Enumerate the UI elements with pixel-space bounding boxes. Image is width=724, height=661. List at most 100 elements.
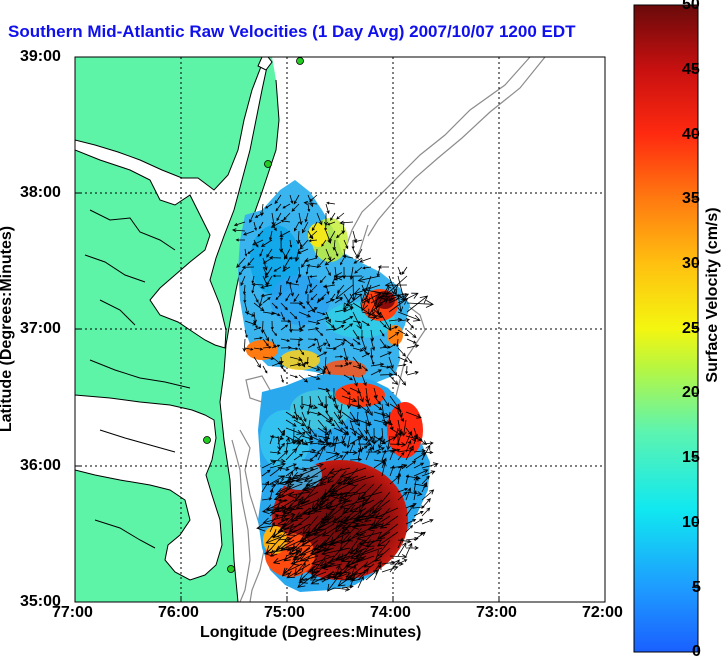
velocity-arrow (388, 293, 410, 304)
velocity-arrow (294, 248, 300, 263)
y-tick-label: 37:00 (20, 320, 61, 337)
velocity-arrow (353, 284, 381, 296)
velocity-arrow (389, 465, 395, 477)
velocity-arrow (373, 447, 385, 453)
velocity-arrow (285, 549, 302, 557)
velocity-arrow (354, 266, 363, 274)
velocity-arrow (277, 450, 289, 461)
velocity-arrow (352, 311, 362, 330)
velocity-arrow (309, 411, 322, 416)
velocity-arrow (264, 203, 273, 209)
velocity-arrow (333, 586, 351, 592)
velocity-arrow (309, 284, 318, 294)
velocity-arrow (287, 281, 300, 286)
velocity-arrow (251, 282, 264, 287)
velocity-arrow (421, 450, 434, 455)
x-tick-label: 74:00 (370, 604, 411, 621)
velocity-arrow (378, 435, 383, 449)
velocity-arrow (334, 320, 347, 324)
velocity-arrow (343, 338, 355, 347)
velocity-arrow (269, 507, 281, 517)
velocity-arrow (293, 411, 303, 421)
velocity-arrow (389, 559, 400, 573)
velocity-arrow (272, 274, 282, 278)
colorbar-tick-label: 10 (682, 514, 700, 531)
velocity-arrow (349, 457, 363, 462)
velocity-arrow (333, 272, 363, 281)
velocity-arrow (299, 396, 305, 410)
velocity-arrow (397, 487, 409, 493)
velocity-arrow (306, 293, 310, 305)
velocity-arrow (301, 483, 327, 492)
velocity-arrow (277, 518, 290, 525)
velocity-arrow (405, 519, 417, 525)
velocity-arrow (269, 255, 282, 260)
velocity-arrow (413, 518, 424, 525)
velocity-arrow (260, 239, 273, 247)
velocity-arrow (401, 419, 407, 437)
velocity-arrow (259, 248, 264, 257)
velocity-arrow (262, 515, 287, 525)
velocity-arrow (269, 458, 286, 464)
velocity-arrow (405, 439, 412, 453)
velocity-arrow (262, 257, 268, 271)
velocity-arrow (335, 547, 359, 561)
velocity-arrow (235, 238, 246, 242)
velocity-arrow (298, 571, 327, 584)
velocity-arrow (281, 507, 303, 514)
velocity-arrow (322, 284, 336, 289)
delaware-bay (257, 57, 273, 71)
velocity-arrow (351, 523, 375, 530)
velocity-arrow (232, 228, 246, 233)
velocity-arrow (379, 329, 385, 337)
velocity-arrow (301, 419, 311, 435)
velocity-arrow (397, 266, 402, 276)
velocity-arrow (406, 356, 413, 364)
velocity-arrow (333, 455, 344, 461)
velocity-arrow (325, 327, 337, 332)
x-tick-label: 77:00 (52, 604, 93, 621)
velocity-arrow (297, 266, 302, 278)
velocity-arrow (280, 219, 291, 223)
velocity-arrow (342, 499, 359, 515)
velocity-arrow (406, 329, 417, 339)
velocity-arrow (277, 523, 286, 533)
velocity-arrow (266, 275, 273, 286)
velocity-arrow (331, 275, 336, 285)
velocity-arrow (308, 239, 318, 243)
velocity-arrow (406, 338, 417, 344)
velocity-arrow (381, 436, 397, 445)
velocity-arrow (301, 562, 306, 573)
velocity-arrow (365, 449, 382, 455)
velocity-arrow (360, 329, 364, 340)
velocity-arrow (421, 475, 430, 485)
velocity-arrow (397, 430, 403, 445)
velocity-arrow (274, 194, 282, 205)
x-tick-label: 76:00 (158, 604, 199, 621)
velocity-arrow (334, 308, 347, 313)
velocity-arrow (325, 248, 332, 262)
velocity-arrow (316, 338, 322, 353)
velocity-arrow (349, 575, 355, 589)
velocity-arrow (397, 311, 421, 322)
velocity-arrow (325, 411, 333, 421)
colorbar-tick-label: 20 (682, 384, 700, 401)
velocity-arrow (317, 445, 326, 461)
velocity-arrow (309, 230, 318, 239)
velocity-arrow (381, 395, 390, 407)
velocity-arrow (307, 327, 320, 331)
velocity-arrow (252, 239, 264, 246)
velocity-arrow (283, 257, 291, 270)
velocity-arrow (288, 256, 300, 260)
velocity-arrow (261, 480, 270, 493)
velocity-arrow (316, 342, 328, 349)
velocity-arrow (253, 336, 263, 340)
velocity-arrow (389, 449, 395, 461)
velocity-arrow (233, 221, 246, 227)
velocity-arrow (325, 453, 340, 461)
velocity-arrow (253, 356, 261, 369)
velocity-arrow (271, 338, 276, 349)
y-tick-label: 38:00 (20, 184, 61, 201)
colorbar-tick-label: 30 (682, 255, 700, 272)
velocity-arrow (293, 419, 305, 427)
